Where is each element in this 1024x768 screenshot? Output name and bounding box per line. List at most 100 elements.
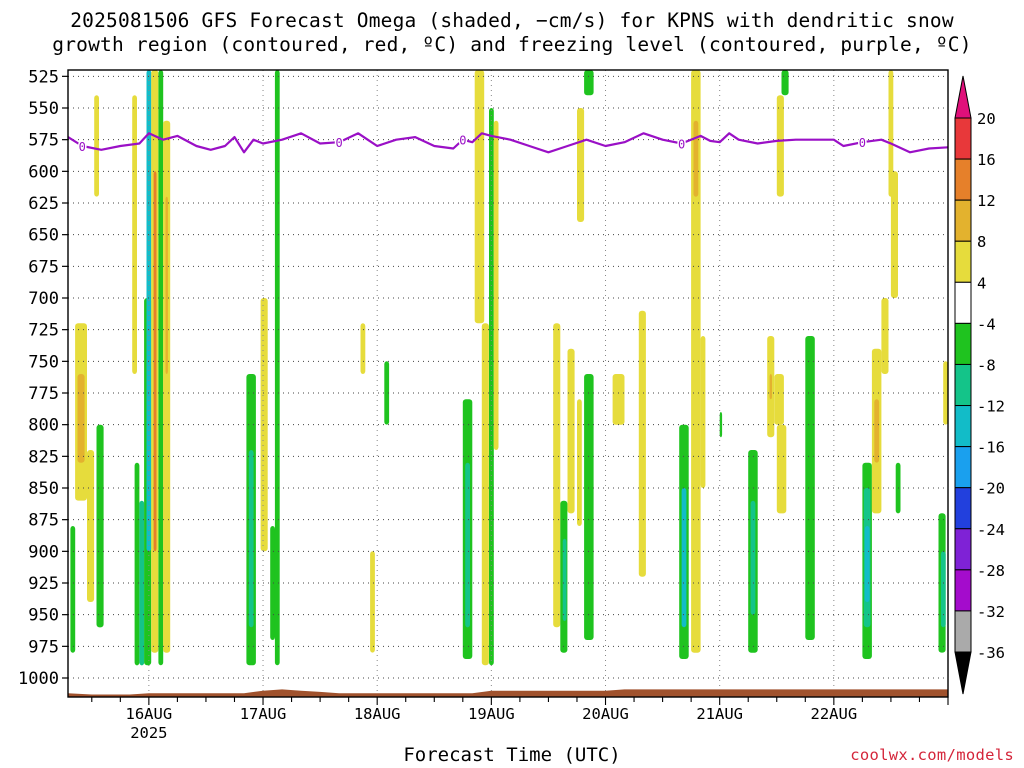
x-tick-label: 17AUG bbox=[240, 705, 287, 723]
y-tick-label: 825 bbox=[28, 447, 59, 467]
omega-cell bbox=[165, 196, 168, 374]
colorbar-segment bbox=[954, 610, 972, 653]
omega-cell bbox=[489, 108, 494, 666]
omega-cell bbox=[270, 526, 275, 640]
colorbar-tick-label: -28 bbox=[977, 562, 1005, 580]
colorbar-segment bbox=[954, 281, 972, 324]
omega-cell bbox=[693, 120, 699, 197]
colorbar-tick-label: -16 bbox=[977, 439, 1005, 457]
omega-cell bbox=[553, 323, 561, 628]
colorbar-segment bbox=[954, 446, 972, 489]
y-tick-label: 875 bbox=[28, 511, 59, 531]
y-tick-label: 800 bbox=[28, 416, 59, 436]
y-tick-label: 675 bbox=[28, 257, 59, 277]
y-tick-label: 550 bbox=[28, 99, 59, 119]
omega-cell bbox=[874, 399, 880, 463]
omega-cell bbox=[577, 399, 582, 526]
y-tick-label: 775 bbox=[28, 384, 59, 404]
colorbar-tick-label: -8 bbox=[977, 356, 996, 374]
colorbar-tick-label: -32 bbox=[977, 603, 1005, 621]
omega-cell bbox=[153, 171, 157, 552]
omega-cell bbox=[274, 70, 280, 666]
omega-cell bbox=[139, 500, 145, 666]
colorbar-bottom-arrow bbox=[954, 651, 972, 695]
colorbar: 20 16 12 8 4 -4 -8 -12 -16 -20 -24 -28 -32 -36 bbox=[954, 75, 1005, 695]
y-tick-label: 625 bbox=[28, 194, 59, 214]
chart-subtitle: growth region (contoured, red, ºC) and f… bbox=[52, 33, 972, 56]
omega-cell bbox=[681, 488, 687, 628]
colorbar-tick-label: -4 bbox=[977, 315, 996, 333]
freezing-level-line bbox=[67, 132, 949, 154]
omega-cell bbox=[370, 551, 375, 653]
plot-frame bbox=[67, 69, 949, 698]
colorbar-segment bbox=[954, 528, 972, 571]
x-tick-label: 21AUG bbox=[696, 705, 743, 723]
credit-link[interactable]: coolwx.com/models bbox=[850, 746, 1014, 764]
y-tick-label: 575 bbox=[28, 131, 59, 151]
y-tick-label: 725 bbox=[28, 321, 59, 341]
colorbar-segment bbox=[954, 199, 972, 242]
omega-cell bbox=[584, 374, 594, 640]
freezing-level-label: 0 bbox=[79, 140, 86, 154]
freezing-level-label: 0 bbox=[859, 136, 866, 150]
x-tick-label: 18AUG bbox=[354, 705, 401, 723]
freezing-level-label: 0 bbox=[336, 136, 343, 150]
omega-cell bbox=[776, 95, 784, 197]
omega-cell bbox=[567, 348, 575, 514]
colorbar-segment bbox=[954, 117, 972, 160]
y-tick-label: 1000 bbox=[18, 669, 59, 689]
y-axis: 525 550 575 600 625 650 675 700 725 750 775 800 825 8… bbox=[18, 67, 68, 689]
omega-cell bbox=[384, 361, 390, 425]
omega-cell bbox=[750, 500, 756, 615]
omega-cell bbox=[700, 336, 706, 488]
y-tick-label: 750 bbox=[28, 352, 59, 372]
omega-cell bbox=[781, 70, 789, 96]
y-tick-label: 525 bbox=[28, 67, 59, 87]
colorbar-segment bbox=[954, 405, 972, 448]
freezing-level-label: 0 bbox=[678, 137, 685, 151]
omega-cell bbox=[96, 424, 104, 628]
x-tick-label: 19AUG bbox=[468, 705, 515, 723]
omega-cell bbox=[134, 462, 140, 666]
colorbar-segment bbox=[954, 322, 972, 365]
colorbar-segment bbox=[954, 158, 972, 201]
omega-cell bbox=[691, 70, 701, 653]
x-tick-label: 22AUG bbox=[811, 705, 858, 723]
omega-cell bbox=[562, 538, 567, 621]
omega-cell bbox=[888, 70, 894, 197]
omega-cell bbox=[943, 361, 948, 425]
x-tick-label: 20AUG bbox=[582, 705, 629, 723]
x-tick-label: 16AUG bbox=[126, 705, 173, 723]
colorbar-segment bbox=[954, 487, 972, 530]
omega-cell bbox=[638, 310, 646, 577]
omega-shading bbox=[70, 70, 948, 666]
colorbar-tick-label: -20 bbox=[977, 480, 1005, 498]
omega-cell bbox=[158, 70, 164, 666]
omega-cell bbox=[577, 108, 585, 222]
y-tick-label: 700 bbox=[28, 289, 59, 309]
colorbar-tick-label: 12 bbox=[977, 192, 996, 210]
plot-area bbox=[68, 70, 948, 697]
omega-cell bbox=[481, 323, 489, 666]
omega-cell bbox=[776, 424, 787, 514]
y-tick-label: 900 bbox=[28, 542, 59, 562]
colorbar-segment bbox=[954, 363, 972, 407]
omega-cell bbox=[70, 526, 76, 653]
colorbar-tick-label: -12 bbox=[977, 398, 1005, 416]
x-axis: 16AUG 17AUG 18AUG 19AUG 20AUG 21AUG 22AUG 2025 bbox=[91, 697, 949, 742]
omega-cell bbox=[890, 171, 898, 298]
omega-cell bbox=[769, 374, 772, 400]
omega-cell bbox=[77, 374, 85, 463]
chart-title: 2025081506 GFS Forecast Omega (shaded, −… bbox=[70, 9, 954, 32]
omega-cell bbox=[881, 298, 889, 374]
terrain-band bbox=[68, 689, 948, 697]
colorbar-tick-label: -36 bbox=[977, 644, 1005, 662]
y-tick-label: 850 bbox=[28, 479, 59, 499]
omega-cell bbox=[248, 450, 254, 628]
omega-cell bbox=[719, 412, 723, 438]
colorbar-tick-label: 8 bbox=[977, 233, 986, 251]
omega-cell bbox=[805, 336, 815, 640]
y-tick-label: 950 bbox=[28, 606, 59, 626]
y-tick-label: 650 bbox=[28, 226, 59, 246]
